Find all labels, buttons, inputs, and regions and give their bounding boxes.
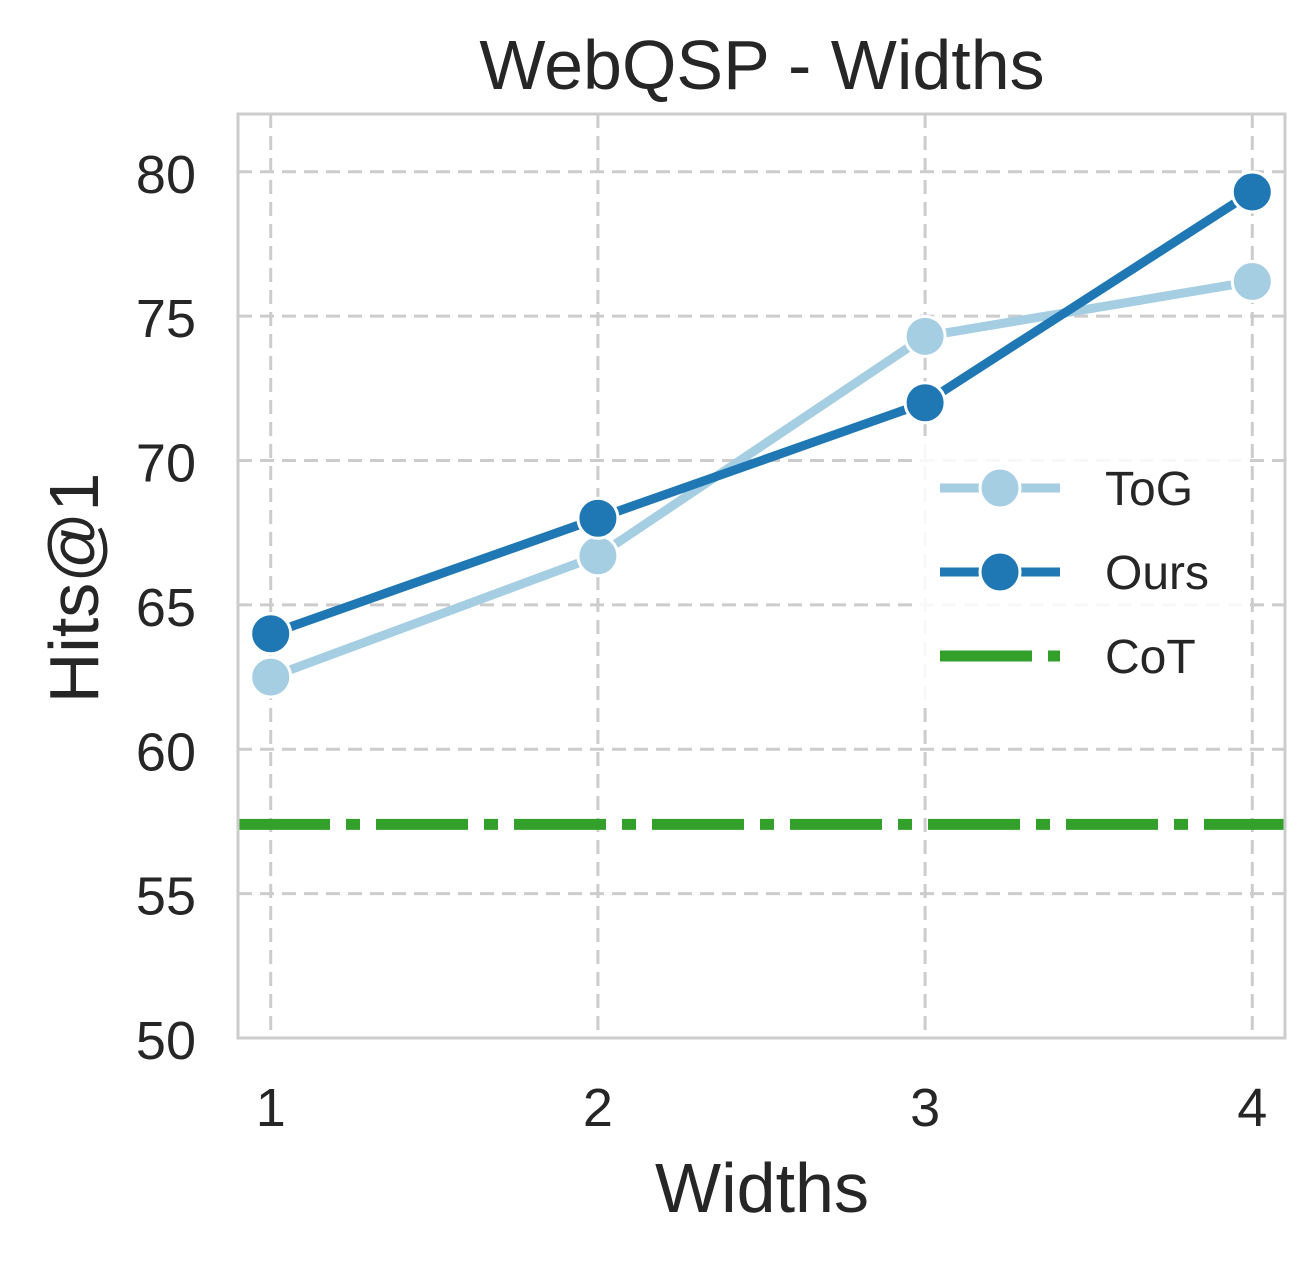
x-tick-label: 3 [910,1078,940,1138]
y-tick-label: 55 [136,867,196,927]
x-tick-label: 2 [583,1078,613,1138]
series-lines [249,170,1274,699]
data-point-tog [576,534,620,578]
legend-label-cot: CoT [1105,631,1196,684]
legend-label-ours: Ours [1105,547,1209,600]
data-point-ours [576,496,620,540]
series-line-tog [266,276,1257,682]
y-tick-label: 60 [136,722,196,782]
data-point-ours [1230,170,1274,214]
data-point-ours [249,612,293,656]
y-tick-label: 70 [136,434,196,494]
y-tick-label: 80 [136,145,196,205]
y-tick-label: 50 [136,1011,196,1071]
series-line-ours [266,187,1257,639]
y-tick-label: 65 [136,578,196,638]
y-tick-label: 75 [136,289,196,349]
chart-title: WebQSP - Widths [479,26,1044,104]
y-axis-label: Hits@1 [35,473,113,704]
data-point-tog [1230,259,1274,303]
x-axis-label: Widths [655,1149,869,1227]
data-point-ours [903,381,947,425]
legend-marker-ours [978,550,1022,594]
data-point-tog [249,655,293,699]
tick-labels: 50 55 60 65 70 75 80 1 2 3 4 [136,145,1267,1138]
x-tick-label: 4 [1237,1078,1267,1138]
data-point-tog [903,314,947,358]
legend: ToG Ours CoT [920,442,1250,708]
legend-label-tog: ToG [1105,463,1193,516]
legend-marker-tog [978,466,1022,510]
plot-frame [236,112,1287,1040]
x-tick-label: 1 [256,1078,286,1138]
